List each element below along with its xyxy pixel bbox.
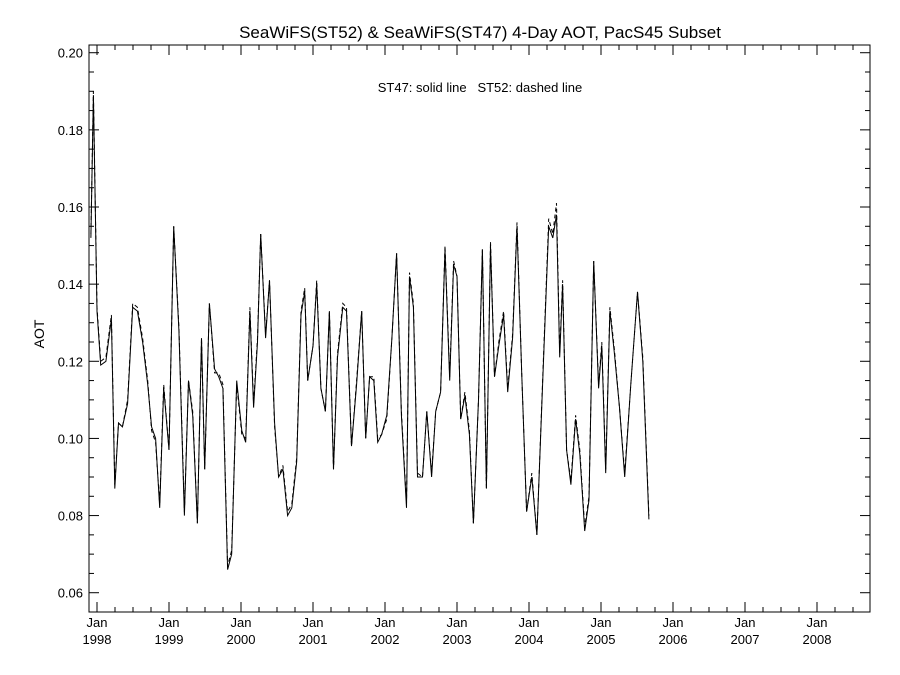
x-tick-year: 2007 — [731, 632, 760, 647]
x-tick-month: Jan — [519, 615, 540, 630]
plot-frame — [88, 44, 871, 613]
x-tick-year: 2004 — [515, 632, 544, 647]
y-tick-label: 0.06 — [58, 586, 83, 601]
y-tick-label: 0.12 — [58, 354, 83, 369]
x-tick-month: Jan — [663, 615, 684, 630]
x-tick-year: 2002 — [371, 632, 400, 647]
y-axis-label: AOT — [31, 319, 47, 348]
x-tick-year: 2000 — [227, 632, 256, 647]
x-tick-year: 2008 — [803, 632, 832, 647]
x-tick-month: Jan — [447, 615, 468, 630]
x-tick-month: Jan — [303, 615, 324, 630]
x-tick-year: 2003 — [443, 632, 472, 647]
x-tick-month: Jan — [735, 615, 756, 630]
y-tick-label: 0.18 — [58, 123, 83, 138]
y-tick-label: 0.20 — [58, 46, 83, 61]
x-tick-month: Jan — [87, 615, 108, 630]
x-tick-month: Jan — [159, 615, 180, 630]
x-tick-year: 2001 — [299, 632, 328, 647]
x-tick-month: Jan — [807, 615, 828, 630]
x-tick-year: 1999 — [155, 632, 184, 647]
y-axis-ticks: 0.06 0.08 0.10 0.12 0.14 0.16 0.18 0.20 — [58, 46, 870, 601]
x-tick-month: Jan — [231, 615, 252, 630]
y-tick-label: 0.14 — [58, 277, 83, 292]
x-axis-ticks: Jan 1998 Jan 1999 Jan 2000 Jan 2001 Jan 2002 Jan 20… — [83, 45, 854, 647]
x-tick-year: 1998 — [83, 632, 112, 647]
chart-title: SeaWiFS(ST52) & SeaWiFS(ST47) 4-Day AOT,… — [239, 23, 721, 42]
x-tick-year: 2006 — [659, 632, 688, 647]
x-tick-month: Jan — [591, 615, 612, 630]
series-layer — [90, 91, 650, 570]
x-tick-year: 2005 — [587, 632, 616, 647]
y-tick-label: 0.16 — [58, 200, 83, 215]
series-line-st47 — [90, 95, 650, 570]
x-tick-month: Jan — [375, 615, 396, 630]
y-tick-label: 0.08 — [58, 509, 83, 524]
series-line-st52 — [90, 91, 650, 566]
line-style-annotation: ST47: solid line ST52: dashed line — [378, 80, 583, 95]
y-tick-label: 0.10 — [58, 431, 83, 446]
